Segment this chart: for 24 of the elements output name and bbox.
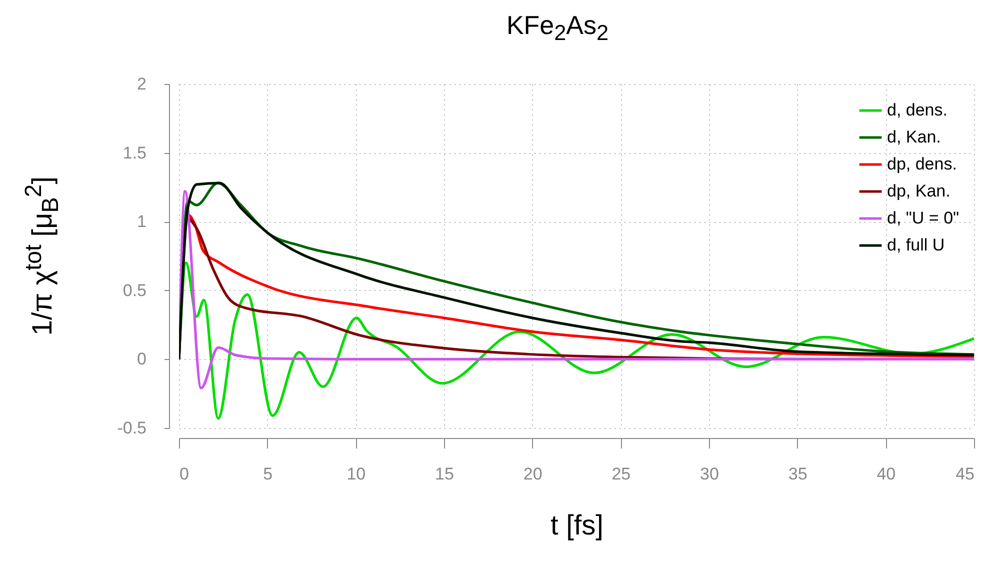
y-tick-label: 1.5 <box>122 143 146 162</box>
legend-label: d, "U = 0" <box>887 208 960 228</box>
x-tick-label: 25 <box>612 464 631 484</box>
legend-label: d, full U <box>887 236 945 254</box>
legend-label: dp, dens. <box>887 154 957 174</box>
x-tick-label: 45 <box>956 464 974 484</box>
chart-title: KFe$_{2}$As$_{2}$ <box>505 10 610 46</box>
legend-label: dp, Kan. <box>887 182 950 200</box>
y-tick-label: 1 <box>137 212 146 232</box>
x-axis-title: t [fs] <box>550 510 604 540</box>
y-tick-label: 0 <box>137 350 146 369</box>
x-tick-label: 15 <box>435 464 454 484</box>
y-tick-label: 2 <box>137 74 146 94</box>
legend-label: d, dens. <box>887 100 948 120</box>
x-tick-label: 5 <box>263 464 273 484</box>
x-tick-label: 40 <box>876 464 896 484</box>
y-tick-label: -0.5 <box>117 418 146 438</box>
x-tick-label: 35 <box>788 464 808 484</box>
x-tick-label: 10 <box>346 464 366 484</box>
x-tick-label: 30 <box>700 464 719 484</box>
x-tick-label: 0 <box>180 464 189 484</box>
legend-label: d, Kan. <box>887 128 941 146</box>
x-tick-label: 20 <box>523 464 542 484</box>
y-tick-label: 0.5 <box>122 280 146 300</box>
